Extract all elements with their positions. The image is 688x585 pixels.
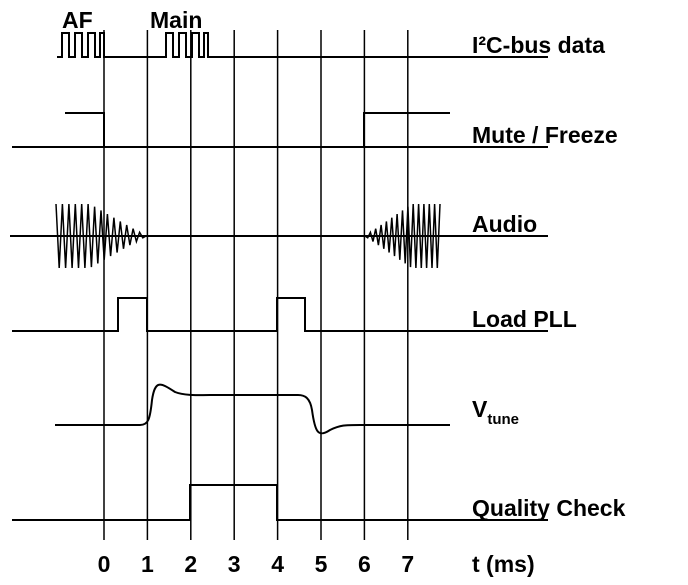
tick-labels: 0 1 2 3 4 5 6 7	[98, 551, 415, 577]
time-grid	[103, 30, 409, 540]
signal-label: I²C-bus data	[472, 32, 605, 58]
axis-label: t (ms)	[472, 551, 535, 577]
tick-label: 5	[315, 551, 328, 577]
tick-label: 6	[358, 551, 371, 577]
signal-label: Load PLL	[472, 306, 577, 332]
load-pll-waveform	[12, 297, 548, 332]
audio-burst	[55, 203, 147, 269]
quality-waveform	[12, 484, 548, 521]
signal-label: Mute / Freeze	[472, 122, 618, 148]
i2c-waveform	[57, 32, 548, 58]
audio-burst	[364, 203, 441, 269]
tick-label: 3	[228, 551, 241, 577]
tick-label: 0	[98, 551, 111, 577]
tick-label: 4	[271, 551, 284, 577]
signal-label: Quality Check	[472, 495, 626, 521]
tick-label: 7	[401, 551, 414, 577]
signal-label: Vtune	[472, 396, 519, 428]
main-label: Main	[150, 7, 202, 33]
signal-label: Audio	[472, 211, 537, 237]
af-label: AF	[62, 7, 93, 33]
mute-waveform	[12, 112, 548, 148]
vtune-waveform	[55, 383, 450, 435]
tick-label: 1	[141, 551, 154, 577]
tick-label: 2	[184, 551, 197, 577]
signal-label-main: V	[472, 396, 488, 422]
signal-label-subscript: tune	[487, 411, 519, 428]
